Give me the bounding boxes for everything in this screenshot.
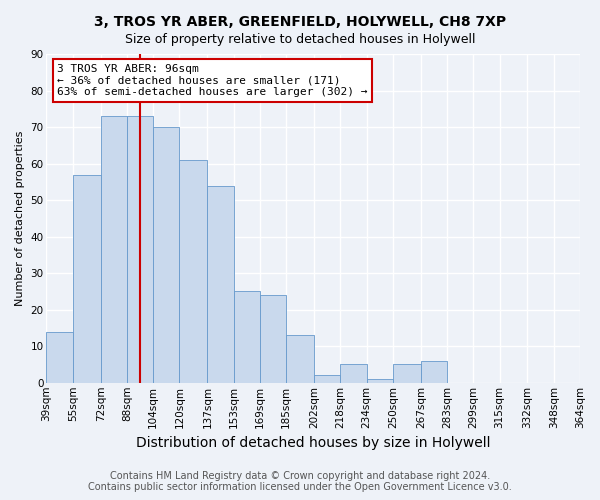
Y-axis label: Number of detached properties: Number of detached properties (15, 130, 25, 306)
Text: Size of property relative to detached houses in Holywell: Size of property relative to detached ho… (125, 32, 475, 46)
Bar (101, 116, 127, 383)
Bar (393, 364, 421, 383)
Bar (314, 376, 340, 383)
Bar (153, 127, 179, 383)
Bar (421, 361, 447, 383)
Bar (233, 292, 260, 383)
Bar (46, 332, 73, 383)
X-axis label: Distribution of detached houses by size in Holywell: Distribution of detached houses by size … (136, 436, 490, 450)
Bar (367, 379, 393, 383)
Bar (127, 116, 153, 383)
Bar (179, 160, 208, 383)
Text: Contains HM Land Registry data © Crown copyright and database right 2024.
Contai: Contains HM Land Registry data © Crown c… (88, 471, 512, 492)
Bar (260, 295, 286, 383)
Bar (208, 186, 233, 383)
Text: 3, TROS YR ABER, GREENFIELD, HOLYWELL, CH8 7XP: 3, TROS YR ABER, GREENFIELD, HOLYWELL, C… (94, 15, 506, 29)
Bar (340, 364, 367, 383)
Bar (286, 336, 314, 383)
Bar (73, 174, 101, 383)
Text: 3 TROS YR ABER: 96sqm
← 36% of detached houses are smaller (171)
63% of semi-det: 3 TROS YR ABER: 96sqm ← 36% of detached … (57, 64, 368, 97)
